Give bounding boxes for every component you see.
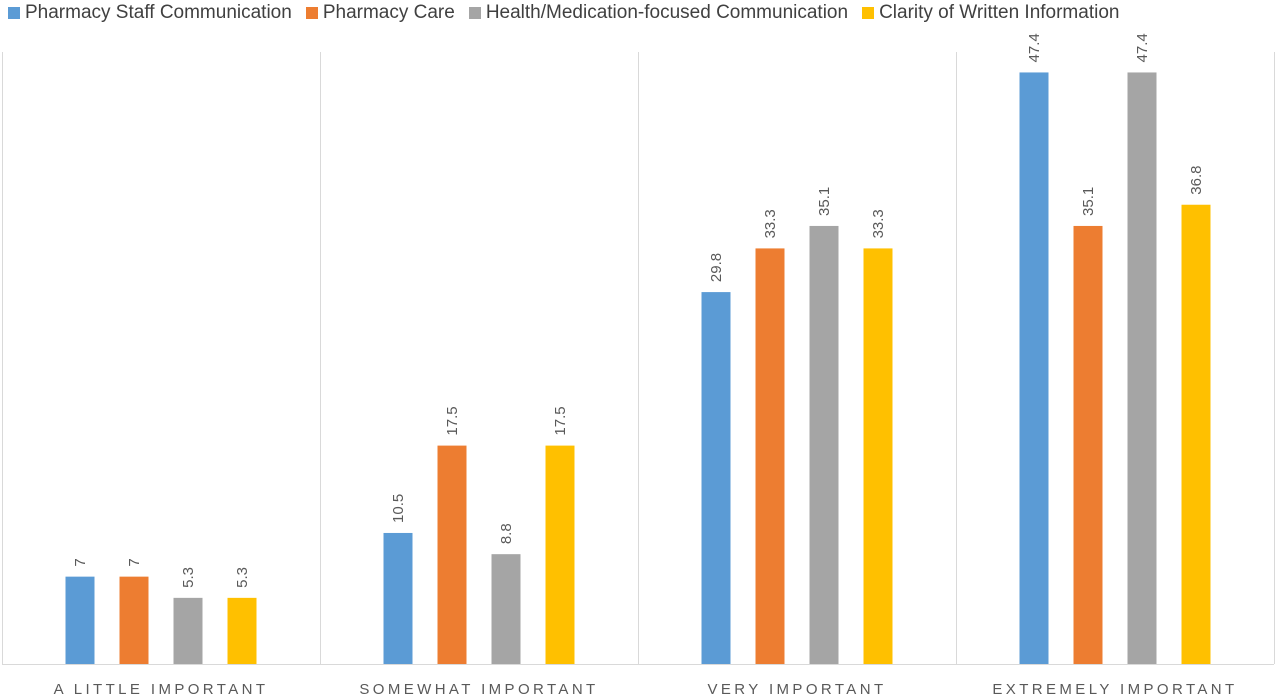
bar: [863, 248, 893, 664]
data-label: 29.8: [708, 253, 725, 282]
legend-swatch: [468, 7, 481, 19]
data-label: 35.1: [816, 187, 833, 216]
data-label: 47.4: [1134, 33, 1151, 62]
legend-swatch: [862, 7, 875, 19]
data-label: 5.3: [234, 567, 251, 588]
data-label: 5.3: [180, 567, 197, 588]
category-label: A LITTLE IMPORTANT: [54, 681, 269, 697]
legend-item-clarity-of-written-information: Clarity of Written Information: [862, 2, 1119, 24]
legend-label: Clarity of Written Information: [879, 2, 1120, 23]
legend-item-pharmacy-care: Pharmacy Care: [305, 2, 455, 24]
bar: [1181, 204, 1211, 664]
legend-swatch: [305, 7, 318, 19]
bar: [545, 445, 575, 664]
bar: [1073, 225, 1103, 664]
data-label: 7: [72, 558, 89, 566]
legend: Pharmacy Staff Communication Pharmacy Ca…: [0, 0, 1280, 26]
data-label: 33.3: [870, 209, 887, 238]
legend-label: Health/Medication-focused Communication: [485, 2, 849, 23]
data-label: 7: [126, 558, 143, 566]
legend-item-pharmacy-staff-communication: Pharmacy Staff Communication: [8, 2, 292, 24]
bar: [227, 597, 257, 664]
data-label: 36.8: [1188, 166, 1205, 195]
legend-label: Pharmacy Care: [322, 2, 455, 23]
bar: [701, 292, 731, 664]
data-label: 8.8: [498, 523, 515, 544]
bar: [119, 576, 149, 664]
bar: [1127, 72, 1157, 664]
data-label: 35.1: [1080, 187, 1097, 216]
bar: [491, 554, 521, 664]
bar: [755, 248, 785, 664]
bar: [437, 445, 467, 664]
data-label: 47.4: [1026, 33, 1043, 62]
bar: [383, 532, 413, 664]
legend-swatch: [8, 7, 20, 19]
category-label: VERY IMPORTANT: [707, 681, 886, 697]
bar: [65, 576, 95, 664]
bar: [809, 225, 839, 664]
bar: [1019, 72, 1049, 664]
category-label: SOMEWHAT IMPORTANT: [359, 681, 598, 697]
bar: [173, 597, 203, 664]
data-label: 33.3: [762, 209, 779, 238]
data-label: 17.5: [444, 406, 461, 435]
legend-label: Pharmacy Staff Communication: [25, 2, 292, 23]
data-label: 10.5: [390, 494, 407, 523]
category-label: EXTREMELY IMPORTANT: [992, 681, 1237, 697]
legend-item-health-medication-focused-communication: Health/Medication-focused Communication: [468, 2, 849, 24]
data-label: 17.5: [552, 406, 569, 435]
